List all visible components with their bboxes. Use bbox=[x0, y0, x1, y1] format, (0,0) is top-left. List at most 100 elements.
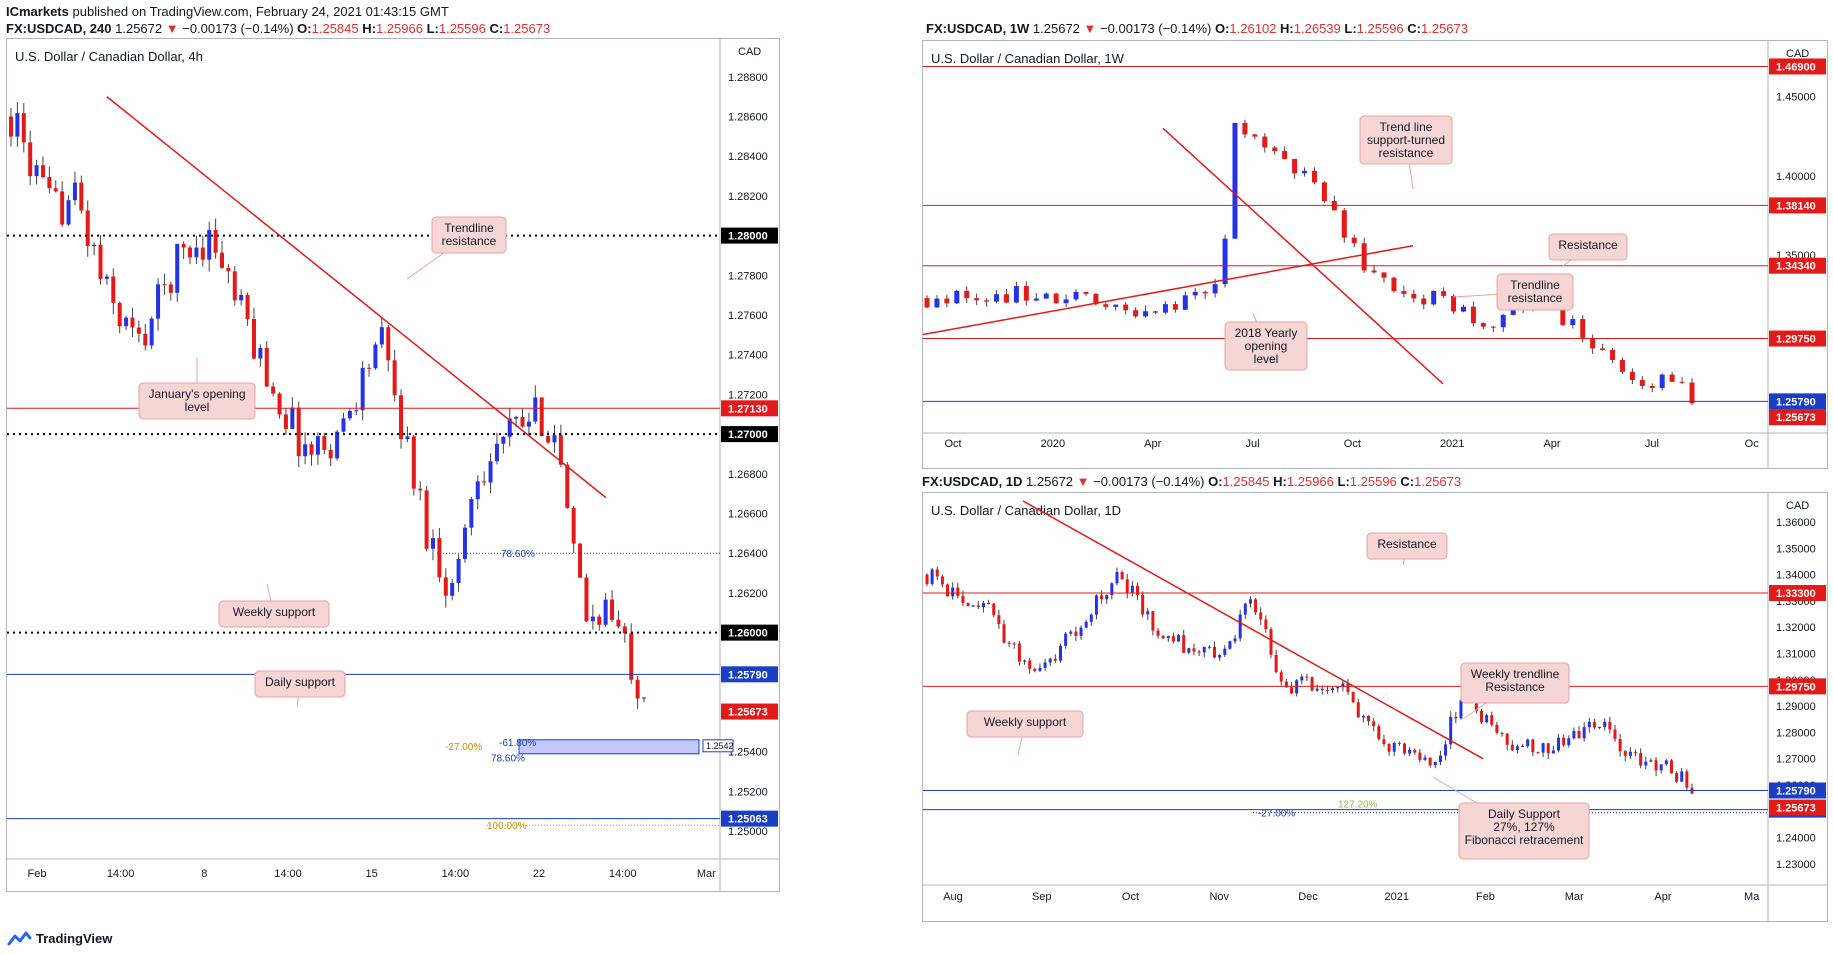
candle bbox=[1587, 721, 1591, 728]
candle bbox=[85, 210, 90, 247]
candle bbox=[1577, 730, 1581, 739]
last-price-tag bbox=[1769, 409, 1826, 426]
candle bbox=[1580, 319, 1586, 338]
fib-label: -27.00% bbox=[445, 742, 482, 753]
level-price-label: 1.34340 bbox=[1776, 261, 1816, 273]
candle bbox=[944, 298, 950, 304]
candle bbox=[622, 626, 627, 634]
h4-low: 1.25596 bbox=[438, 21, 486, 36]
w1-chart-panel[interactable]: U.S. Dollar / Canadian Dollar, 1W CAD 1.4… bbox=[922, 40, 1828, 469]
candle bbox=[1610, 349, 1616, 360]
candle bbox=[992, 603, 996, 616]
d1-chart-panel[interactable]: U.S. Dollar / Canadian Dollar, 1D CAD 1.3… bbox=[922, 492, 1828, 922]
candle bbox=[277, 393, 282, 415]
candle bbox=[392, 360, 397, 396]
level-price-tag bbox=[721, 810, 778, 827]
candle bbox=[610, 599, 615, 620]
candle bbox=[1411, 293, 1417, 299]
candle bbox=[578, 543, 583, 578]
candle bbox=[1228, 641, 1232, 649]
candle bbox=[21, 113, 26, 143]
candle bbox=[940, 576, 944, 585]
candle bbox=[175, 243, 180, 293]
level-price-label: 1.29750 bbox=[1776, 681, 1816, 693]
d1-high: 1.25966 bbox=[1286, 474, 1334, 489]
candle bbox=[1202, 646, 1206, 653]
candle bbox=[1295, 680, 1299, 694]
candle bbox=[1664, 760, 1668, 765]
callout-text: level bbox=[1254, 352, 1279, 366]
candle bbox=[1023, 660, 1027, 662]
callout-box bbox=[1548, 233, 1628, 261]
y-tick-label: 1.29000 bbox=[1776, 701, 1816, 713]
tradingview-logo[interactable]: TradingView bbox=[6, 930, 112, 946]
w1-change: −0.00173 (−0.14%) bbox=[1100, 21, 1212, 36]
candle bbox=[98, 244, 103, 279]
candle bbox=[1454, 716, 1458, 719]
candle bbox=[1130, 585, 1134, 593]
candle bbox=[1639, 379, 1645, 386]
candle bbox=[1094, 595, 1098, 615]
candle bbox=[1351, 237, 1357, 244]
candle bbox=[1238, 614, 1242, 639]
candle bbox=[1120, 572, 1124, 580]
candle bbox=[501, 436, 506, 444]
candle bbox=[283, 414, 288, 429]
candle bbox=[1300, 676, 1304, 681]
candle bbox=[232, 271, 237, 301]
candle bbox=[1423, 757, 1427, 760]
candle bbox=[1510, 306, 1516, 315]
x-tick-label: 8 bbox=[201, 868, 207, 880]
d1-last: 1.25672 bbox=[1026, 474, 1074, 489]
candle bbox=[935, 569, 939, 577]
candle bbox=[1449, 716, 1453, 745]
candle bbox=[1669, 374, 1675, 382]
w1-ohlc-line: FX:USDCAD, 1W 1.25672 ▼ −0.00173 (−0.14%… bbox=[926, 21, 1468, 36]
candle bbox=[1526, 739, 1530, 747]
trendline-resistance bbox=[106, 96, 607, 499]
h4-chart-panel[interactable]: U.S. Dollar / Canadian Dollar, 4h CAD 1.2… bbox=[6, 38, 780, 892]
candle bbox=[520, 416, 525, 427]
level-price-label: 1.25790 bbox=[1776, 396, 1816, 408]
candle bbox=[994, 294, 1000, 302]
candle bbox=[1302, 170, 1308, 174]
d1-chart-svg: CAD1.360001.350001.340001.330001.320001.… bbox=[923, 493, 1827, 921]
candle bbox=[53, 188, 58, 192]
candle bbox=[1459, 700, 1463, 719]
candle bbox=[1680, 771, 1684, 782]
candle bbox=[1391, 277, 1397, 292]
candle bbox=[1290, 687, 1294, 694]
candle bbox=[924, 298, 930, 308]
callout-text: resistance bbox=[1379, 146, 1434, 160]
candle bbox=[213, 229, 218, 253]
candle bbox=[296, 407, 301, 457]
candle bbox=[15, 113, 20, 137]
fib-label: -61.80% bbox=[499, 738, 536, 749]
candle bbox=[1254, 599, 1258, 613]
candle bbox=[1243, 603, 1247, 615]
callout-text: level bbox=[185, 400, 210, 414]
callout-text: opening bbox=[1245, 339, 1288, 353]
candle bbox=[1356, 702, 1360, 718]
candle bbox=[1659, 374, 1665, 388]
candle bbox=[79, 182, 84, 211]
candle bbox=[1659, 764, 1663, 771]
y-tick-label: 1.27400 bbox=[728, 350, 768, 362]
candle bbox=[437, 538, 442, 578]
candle bbox=[1007, 642, 1011, 644]
candle bbox=[194, 247, 199, 258]
candle bbox=[603, 599, 608, 625]
candle bbox=[1233, 638, 1237, 642]
last-price-label: 1.25673 bbox=[728, 707, 768, 719]
candle bbox=[1223, 648, 1227, 655]
currency-label: CAD bbox=[1786, 48, 1809, 60]
candle bbox=[1582, 727, 1586, 739]
candle bbox=[1284, 681, 1288, 688]
x-tick-label: Apr bbox=[1654, 891, 1671, 903]
candle bbox=[1171, 636, 1175, 642]
callout-box bbox=[254, 670, 346, 698]
candle bbox=[1408, 749, 1412, 754]
candle bbox=[104, 276, 109, 279]
candle bbox=[552, 435, 557, 443]
level-price-tag bbox=[1769, 197, 1826, 214]
